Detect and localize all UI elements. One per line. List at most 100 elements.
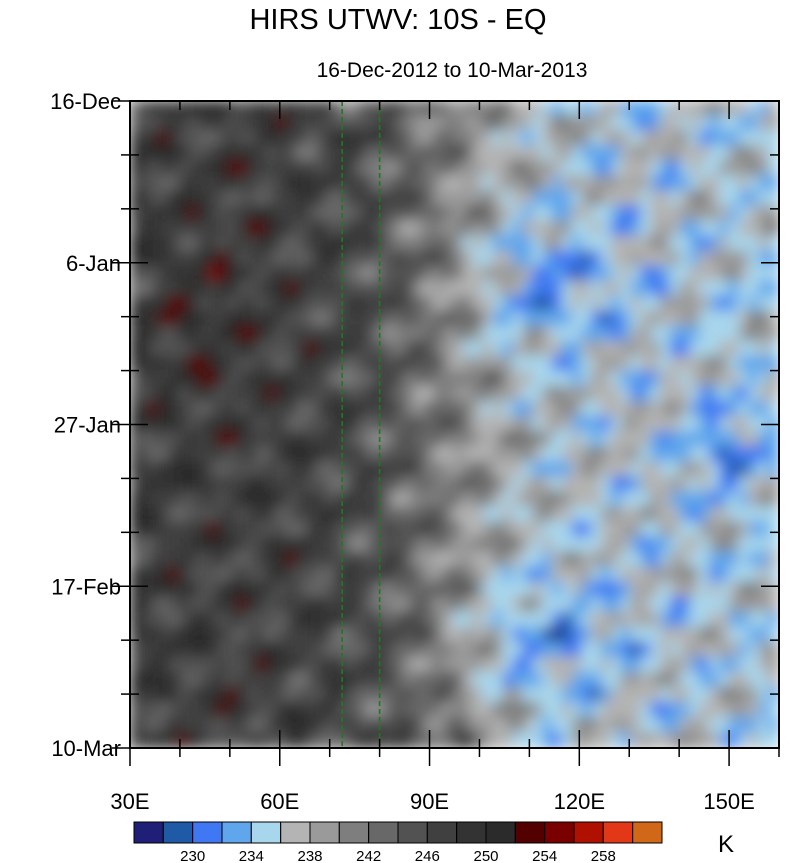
heatmap-cell: [188, 656, 200, 674]
heatmap-cell: [679, 160, 692, 178]
heatmap-cell: [315, 716, 328, 734]
heatmap-cell: [581, 205, 594, 223]
heatmap-cell: [738, 701, 751, 719]
heatmap-cell: [463, 732, 476, 748]
heatmap-cell: [384, 175, 397, 193]
heatmap-cell: [207, 491, 220, 509]
heatmap-cell: [581, 280, 594, 298]
heatmap-cell: [522, 491, 535, 509]
heatmap-cell: [738, 641, 751, 659]
heatmap-cell: [630, 310, 643, 328]
heatmap-cell: [148, 355, 161, 373]
heatmap-cell: [512, 671, 525, 689]
heatmap-cell: [315, 265, 328, 283]
heatmap-cell: [551, 355, 564, 373]
heatmap-cell: [728, 235, 741, 253]
heatmap-cell: [728, 145, 741, 163]
heatmap-cell: [217, 506, 230, 524]
heatmap-cell: [502, 101, 515, 117]
heatmap-cell: [374, 370, 387, 388]
heatmap-cell: [728, 551, 741, 569]
heatmap-cell: [197, 340, 210, 358]
heatmap-cell: [453, 385, 466, 403]
heatmap-cell: [758, 686, 771, 704]
heatmap-cell: [630, 355, 643, 373]
heatmap-cell: [669, 626, 682, 644]
heatmap-cell: [237, 701, 249, 719]
heatmap-cell: [207, 340, 220, 358]
heatmap-cell: [286, 551, 299, 569]
heatmap-cell: [266, 656, 279, 674]
heatmap-cell: [306, 295, 318, 313]
heatmap-cell: [365, 130, 377, 148]
heatmap-cell: [306, 205, 318, 223]
heatmap-cell: [207, 355, 220, 373]
heatmap-cell: [591, 416, 603, 433]
heatmap-cell: [512, 701, 525, 719]
heatmap-cell: [384, 446, 397, 464]
heatmap-cell: [188, 551, 200, 569]
heatmap-cell: [237, 370, 249, 388]
heatmap-cell: [591, 476, 603, 494]
heatmap-cell: [365, 325, 377, 343]
heatmap-cell: [699, 130, 712, 148]
heatmap-cell: [640, 370, 653, 388]
heatmap-cell: [306, 596, 318, 614]
heatmap-cell: [404, 295, 417, 313]
heatmap-cell: [689, 115, 702, 132]
heatmap-cell: [443, 385, 456, 403]
heatmap-cell: [738, 521, 751, 539]
heatmap-cell: [433, 160, 446, 178]
heatmap-cell: [601, 370, 613, 388]
heatmap-cell: [296, 205, 308, 223]
heatmap-cell: [532, 446, 544, 464]
heatmap-cell: [483, 175, 495, 193]
heatmap-cell: [561, 145, 574, 163]
heatmap-cell: [473, 446, 485, 464]
heatmap-cell: [374, 626, 387, 644]
heatmap-cell: [473, 536, 485, 554]
heatmap-cell: [335, 491, 348, 509]
heatmap-cell: [443, 491, 456, 509]
heatmap-cell: [620, 431, 633, 448]
heatmap-cell: [424, 310, 436, 328]
heatmap-cell: [640, 235, 653, 253]
heatmap-cell: [433, 145, 446, 163]
heatmap-cell: [728, 295, 741, 313]
heatmap-cell: [669, 190, 682, 208]
heatmap-cell: [571, 611, 584, 629]
heatmap-cell: [591, 671, 603, 689]
heatmap-cell: [365, 476, 377, 494]
heatmap-cell: [266, 566, 279, 584]
heatmap-cell: [650, 385, 662, 403]
heatmap-cell: [728, 461, 741, 479]
heatmap-cell: [286, 596, 299, 614]
heatmap-cell: [512, 265, 525, 283]
heatmap-cell: [148, 536, 161, 554]
heatmap-cell: [276, 581, 289, 599]
heatmap-cell: [738, 175, 751, 193]
heatmap-cell: [591, 160, 603, 178]
heatmap-cell: [306, 551, 318, 569]
heatmap-cell: [660, 340, 672, 358]
heatmap-cell: [355, 491, 367, 509]
heatmap-cell: [414, 461, 426, 479]
heatmap-cell: [178, 220, 190, 238]
heatmap-cell: [286, 701, 299, 719]
heatmap-cell: [365, 611, 377, 629]
heatmap-cell: [345, 446, 358, 464]
heatmap-cell: [571, 581, 584, 599]
heatmap-cell: [286, 416, 299, 433]
heatmap-cell: [748, 506, 761, 524]
heatmap-cell: [473, 671, 485, 689]
heatmap-cell: [522, 581, 535, 599]
heatmap-cell: [424, 340, 436, 358]
heatmap-cell: [669, 431, 682, 448]
heatmap-cell: [207, 626, 220, 644]
heatmap-cell: [453, 280, 466, 298]
heatmap-cell: [542, 416, 554, 433]
heatmap-cell: [719, 220, 731, 238]
heatmap-cell: [532, 400, 544, 418]
heatmap-cell: [345, 521, 358, 539]
heatmap-cell: [610, 656, 623, 674]
